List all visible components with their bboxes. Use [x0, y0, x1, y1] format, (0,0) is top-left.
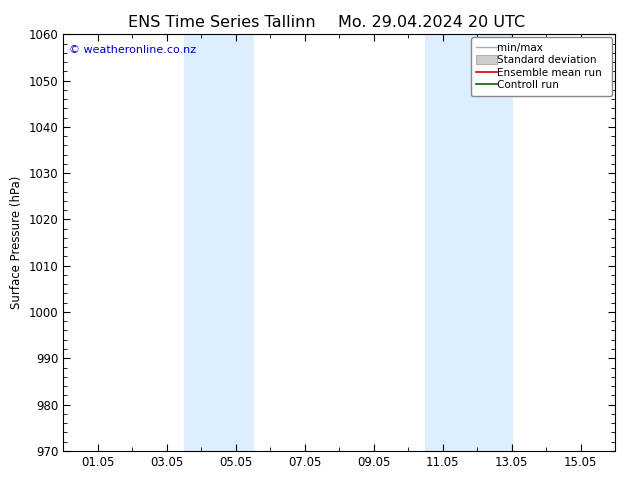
Bar — [425, 34, 512, 451]
Bar — [184, 34, 253, 451]
Legend: min/max, Standard deviation, Ensemble mean run, Controll run: min/max, Standard deviation, Ensemble me… — [470, 37, 612, 96]
Text: Mo. 29.04.2024 20 UTC: Mo. 29.04.2024 20 UTC — [337, 15, 525, 30]
Text: © weatheronline.co.nz: © weatheronline.co.nz — [69, 45, 196, 55]
Y-axis label: Surface Pressure (hPa): Surface Pressure (hPa) — [10, 176, 23, 309]
Text: ENS Time Series Tallinn: ENS Time Series Tallinn — [128, 15, 316, 30]
